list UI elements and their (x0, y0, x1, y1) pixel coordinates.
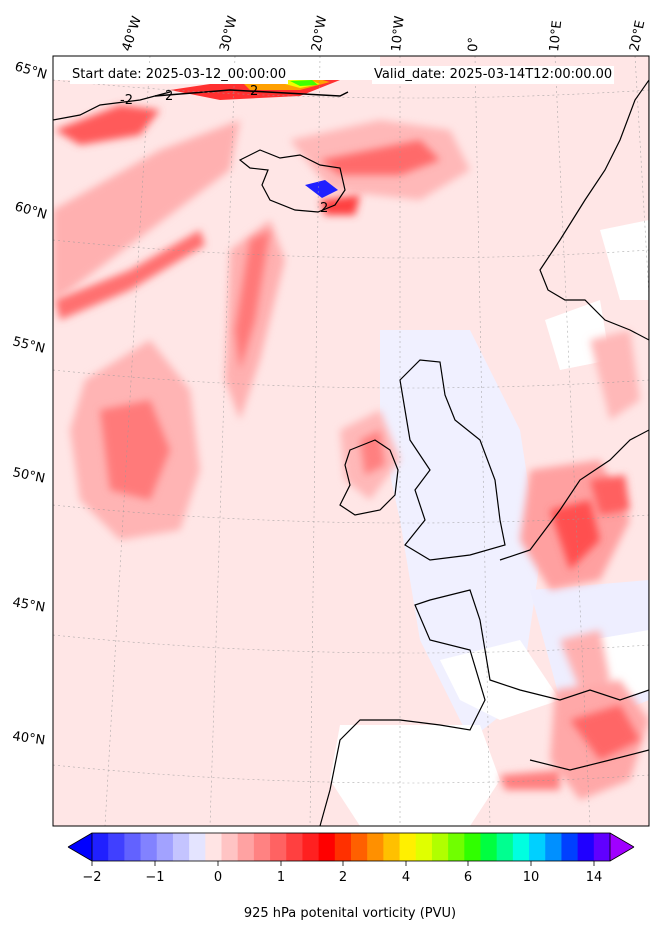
colorbar-tick-label: 1 (276, 870, 286, 885)
latitude-labels: 65°N 60°N 55°N 50°N 45°N 40°N (11, 59, 49, 748)
lat-label: 55°N (11, 334, 46, 356)
colorbar-segment (172, 833, 190, 861)
lon-label: 0° (466, 37, 482, 52)
contour-label: 2 (165, 89, 173, 104)
iceland-coast (238, 149, 346, 213)
colorbar-segment (480, 833, 498, 861)
colorbar-tick-label: 6 (463, 870, 473, 885)
colorbar-segment (302, 833, 320, 861)
contour-label: 2 (320, 201, 328, 216)
longitude-labels: 40°W 30°W 20°W 10°W 0° 10°E 20°E (120, 14, 649, 53)
lon-label: 40°W (120, 14, 145, 53)
colorbar-segment (221, 833, 239, 861)
colorbar-segment (561, 833, 579, 861)
colorbar-segment (448, 833, 465, 861)
colorbar-tick-label: 0 (213, 870, 223, 885)
colorbar-segment (334, 833, 352, 861)
colorbar-tick-label: 4 (401, 870, 411, 885)
africa-coast (529, 749, 649, 771)
colorbar (67, 832, 635, 866)
colorbar-segment (367, 833, 384, 861)
colorbar-segment (545, 833, 562, 861)
contour-label: 2 (250, 84, 258, 99)
colorbar-segment (189, 833, 206, 861)
colorbar-segment (512, 833, 530, 861)
colorbar-tick-label: −2 (82, 870, 102, 885)
high-pv-regions (55, 105, 640, 790)
colorbar-segment (496, 833, 514, 861)
lon-label: 30°W (217, 14, 240, 53)
lon-label: 10°E (547, 20, 565, 53)
colorbar-segment (270, 833, 287, 861)
colorbar-segment (237, 833, 255, 861)
colorbar-segment (431, 833, 449, 861)
colorbar-tick-label: 14 (585, 870, 603, 885)
greenland-coast (53, 91, 171, 121)
colorbar-segment (92, 833, 109, 861)
lat-label: 50°N (11, 465, 46, 486)
colorbar-segment (108, 833, 125, 861)
lon-label: 20°W (309, 15, 330, 53)
colorbar-segment (464, 833, 481, 861)
colorbar-tick-label: 2 (338, 870, 348, 885)
colorbar-segment (140, 833, 158, 861)
colorbar-segment (286, 833, 303, 861)
colorbar-segment (415, 833, 433, 861)
lat-label: 45°N (11, 595, 46, 615)
contour-label: -2 (120, 93, 133, 108)
contour-labels: -2 2 2 2 (120, 84, 328, 216)
colorbar-segment (205, 833, 222, 861)
colorbar-segment (253, 833, 271, 861)
graticule (53, 56, 649, 826)
norway-coast (539, 78, 649, 341)
lat-label: 40°N (11, 729, 46, 748)
colorbar-tick-label: 10 (522, 870, 540, 885)
lat-label: 60°N (13, 199, 49, 222)
colorbar-segment (124, 833, 142, 861)
colorbar-segment (383, 833, 401, 861)
colorbar-segment (318, 833, 336, 861)
colorbar-title: 925 hPa potenital vorticity (PVU) (243, 906, 457, 921)
map-area: -2 2 2 2 (53, 56, 649, 826)
colorbar-right-extension (610, 833, 634, 861)
colorbar-segment (399, 833, 417, 861)
colorbar-segment (156, 833, 174, 861)
ireland-coast (339, 439, 399, 516)
lat-label: 65°N (13, 59, 49, 82)
lon-label: 10°W (389, 15, 408, 52)
colorbar-segment (577, 833, 595, 861)
colorbar-segment (351, 833, 368, 861)
colorbar-segment (529, 833, 546, 861)
start-date-label: Start date: 2025-03-12_00:00:00 (70, 66, 289, 84)
britain-coast (399, 359, 506, 561)
lon-label: 20°E (627, 19, 648, 53)
map-frame (52, 55, 650, 827)
iceland-low-pv (305, 180, 338, 198)
colorbar-left-extension (68, 833, 92, 861)
europe-coast (319, 429, 649, 826)
valid-date-label: Valid_date: 2025-03-14T12:00:00.00 (372, 66, 615, 84)
colorbar-tick-label: −1 (145, 870, 165, 885)
colorbar-segment (593, 833, 611, 861)
coastlines (53, 78, 649, 826)
low-pv-regions (53, 56, 649, 826)
